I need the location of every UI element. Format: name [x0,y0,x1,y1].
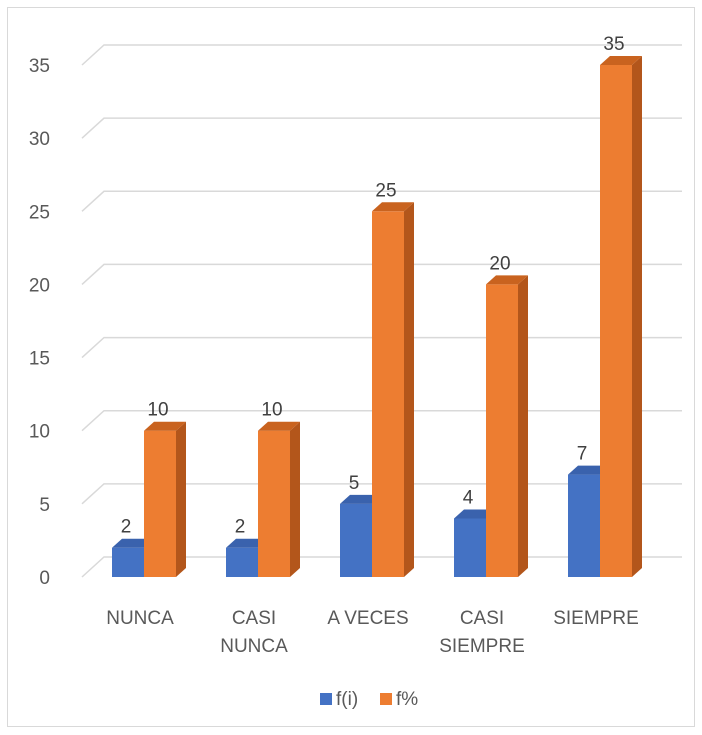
data-label: 10 [261,400,282,421]
bar-side-1 [632,56,642,577]
y-tick-label: 10 [29,422,50,443]
bar-front-0 [454,518,486,577]
bar-front-0 [226,547,258,577]
legend-label: f% [396,689,418,710]
data-label: 2 [235,517,246,538]
x-category-label: SIEMPRE [553,608,639,629]
bar-side-1 [290,421,300,577]
data-label: 7 [577,444,588,465]
x-category-label: NUNCA [106,608,174,629]
gridline [81,190,682,212]
y-tick-label: 20 [29,275,50,296]
y-tick-label: 35 [29,56,50,77]
x-category-label: SIEMPRE [439,636,525,657]
data-label: 4 [463,487,474,508]
x-category-label: A VECES [327,608,408,629]
bar-top-1 [372,202,414,212]
bar-top-1 [486,275,528,285]
x-category-label: CASI [460,608,504,629]
bar-top-1 [258,421,300,431]
y-tick-label: 30 [29,129,50,150]
data-label: 10 [147,400,168,421]
data-label: 5 [349,473,360,494]
gridline [81,263,682,285]
bar-front-0 [568,474,600,577]
bar-front-0 [112,547,144,577]
bar-front-1 [372,211,404,578]
bar-top-1 [144,421,186,431]
bar-front-1 [144,430,176,577]
bar-top-1 [600,56,642,65]
data-label: 25 [375,180,396,201]
bar-top-0 [340,494,382,504]
x-category-label: NUNCA [220,636,288,657]
y-tick-label: 5 [39,495,50,516]
chart-frame [7,7,695,727]
legend-swatch [320,693,332,705]
bar-top-0 [112,538,154,548]
data-label: 35 [603,34,624,55]
bar-side-1 [176,421,186,577]
gridline [81,117,682,139]
bar-side-1 [404,202,414,578]
y-tick-label: 15 [29,349,50,370]
legend-swatch [380,693,392,705]
bar-front-1 [258,430,290,577]
data-label: 20 [489,253,510,274]
legend-label: f(i) [336,689,358,710]
y-tick-label: 25 [29,202,50,223]
bar-top-0 [226,538,268,548]
bar-front-1 [600,65,632,577]
bar-top-0 [568,465,610,475]
bar-top-0 [454,509,496,519]
bar-front-1 [486,284,518,577]
data-label: 2 [121,517,132,538]
gridline [81,44,682,66]
y-tick-label: 0 [39,568,50,589]
bar-side-1 [518,275,528,577]
bar-front-0 [340,503,372,577]
x-category-label: CASI [232,608,276,629]
